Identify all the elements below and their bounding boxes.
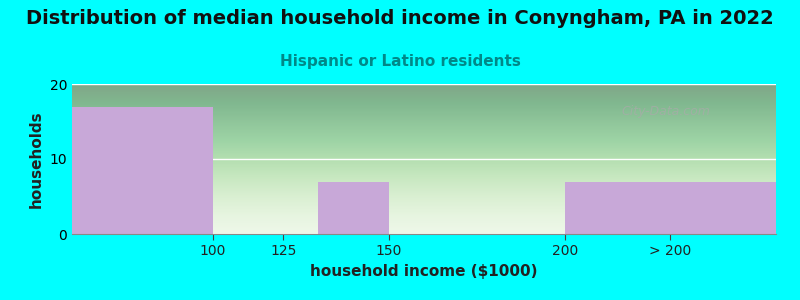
Y-axis label: households: households — [29, 110, 44, 208]
Bar — [318, 182, 389, 234]
Text: Distribution of median household income in Conyngham, PA in 2022: Distribution of median household income … — [26, 9, 774, 28]
Text: City-Data.com: City-Data.com — [621, 104, 710, 118]
Bar — [565, 182, 776, 234]
Text: Hispanic or Latino residents: Hispanic or Latino residents — [279, 54, 521, 69]
X-axis label: household income ($1000): household income ($1000) — [310, 264, 538, 279]
Bar — [72, 106, 213, 234]
